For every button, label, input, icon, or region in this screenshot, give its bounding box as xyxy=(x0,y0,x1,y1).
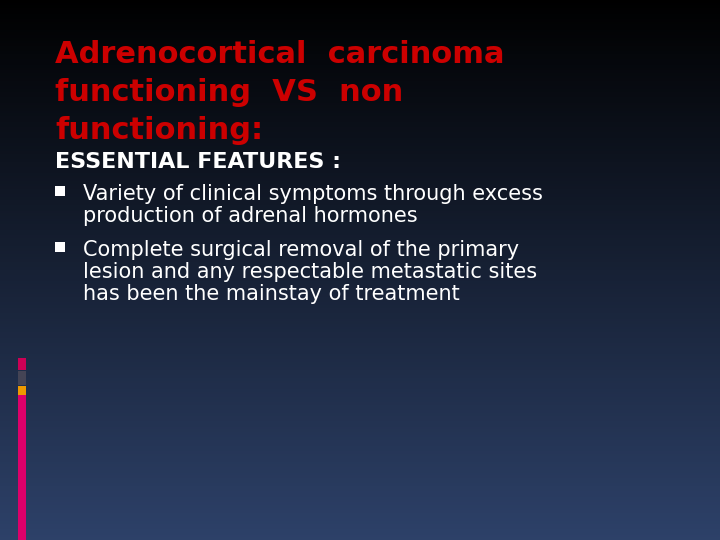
Text: Complete surgical removal of the primary: Complete surgical removal of the primary xyxy=(83,240,519,260)
Text: lesion and any respectable metastatic sites: lesion and any respectable metastatic si… xyxy=(83,262,537,282)
Bar xyxy=(55,242,65,252)
Text: ESSENTIAL FEATURES :: ESSENTIAL FEATURES : xyxy=(55,152,341,172)
Bar xyxy=(18,395,26,540)
Bar xyxy=(18,358,26,370)
Bar xyxy=(18,371,26,385)
Text: functioning  VS  non: functioning VS non xyxy=(55,78,403,107)
Text: Adrenocortical  carcinoma: Adrenocortical carcinoma xyxy=(55,40,505,69)
Text: production of adrenal hormones: production of adrenal hormones xyxy=(83,206,418,226)
Text: functioning:: functioning: xyxy=(55,116,263,145)
Bar xyxy=(55,186,65,196)
Text: has been the mainstay of treatment: has been the mainstay of treatment xyxy=(83,284,460,304)
Bar xyxy=(18,386,26,400)
Text: Variety of clinical symptoms through excess: Variety of clinical symptoms through exc… xyxy=(83,184,543,204)
